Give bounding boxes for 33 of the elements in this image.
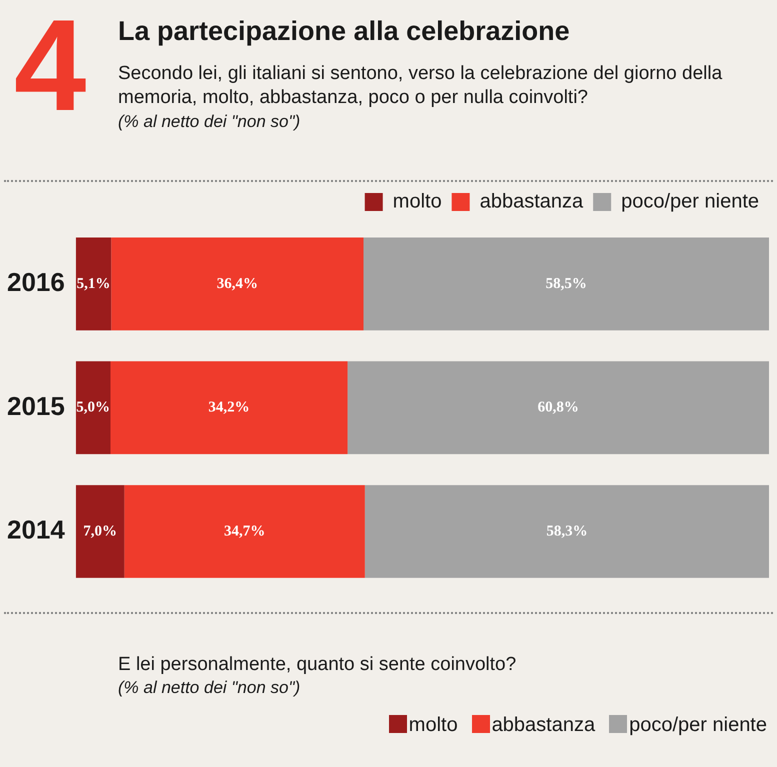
text: (% al netto dei "non so") [118, 112, 300, 132]
data-label: 7,0% [83, 523, 117, 540]
chart-title: La partecipazione alla celebrazione [118, 16, 570, 47]
y-tick-label: 2016 [6, 267, 65, 298]
legend-label: poco/per niente [621, 190, 760, 213]
bar [76, 361, 110, 454]
bar [348, 361, 769, 454]
text: poco/per niente [629, 714, 767, 736]
text: 4 [14, 0, 86, 138]
bar [111, 237, 364, 330]
text: (% al netto dei "non so") [118, 678, 300, 698]
text: molto [408, 714, 458, 736]
data-label: 5,0% [76, 400, 110, 416]
bar [76, 237, 112, 330]
data-label: 34,7% [224, 523, 266, 540]
data-label: 58,5% [546, 276, 587, 292]
data-label: 34,2% [208, 400, 250, 416]
data-label: 36,4% [216, 276, 258, 292]
text: abbastanza [492, 714, 596, 736]
bar [110, 361, 348, 454]
data-label: 58,3% [546, 523, 588, 540]
text: E lei personalmente, quanto si sente coinvolto? [118, 654, 516, 676]
legend-label: abbastanza [480, 190, 584, 213]
y-tick-label: 2014 [6, 514, 66, 545]
bar [364, 237, 769, 330]
data-label: 60,8% [538, 400, 579, 416]
bar [124, 485, 365, 578]
bar [364, 485, 769, 578]
chart-subtitle: Secondo lei, gli italiani si sentono, verso la celebrazione del giorno della memoria, molto, abbastanza, poco o per nulla coinvolti? [118, 62, 724, 110]
legend-label: molto [392, 190, 442, 213]
data-label: 5,1% [76, 276, 110, 292]
y-tick-label: 2015 [6, 390, 65, 421]
bar [76, 485, 124, 578]
